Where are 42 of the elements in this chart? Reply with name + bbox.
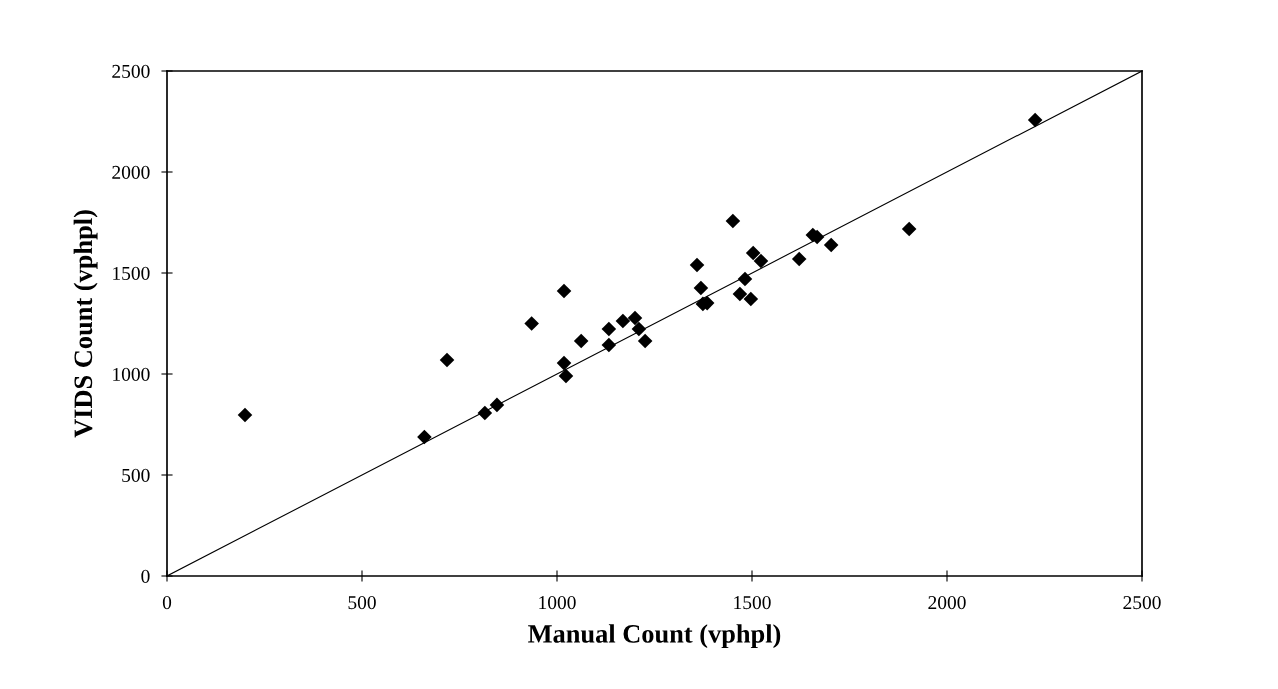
point <box>637 333 653 349</box>
point <box>237 407 253 423</box>
y-tick-label: 500 <box>122 468 150 482</box>
x-tick-label: 500 <box>348 596 376 610</box>
y-tick-label: 0 <box>141 569 150 583</box>
point <box>743 291 759 307</box>
point <box>417 429 432 445</box>
y-axis-title: VIDS Count (vphpl) <box>73 210 98 438</box>
point <box>627 310 643 326</box>
y-tick-label: 2500 <box>112 64 150 78</box>
x-tick-label: 0 <box>162 596 172 610</box>
point <box>693 280 709 296</box>
point <box>558 368 574 384</box>
point <box>737 271 753 287</box>
point <box>615 313 631 329</box>
x-tick-label: 1500 <box>734 596 771 610</box>
point <box>745 245 761 261</box>
point <box>753 253 769 269</box>
y-tick-label: 1500 <box>113 266 150 280</box>
point <box>524 316 539 331</box>
y-tick-label: 2000 <box>112 165 150 179</box>
point <box>1027 112 1043 128</box>
x-tick-label: 2500 <box>1123 596 1161 610</box>
point <box>601 321 617 337</box>
x-axis-title: Manual Count (vphpl) <box>528 624 781 649</box>
point <box>901 221 917 237</box>
point <box>791 251 807 267</box>
point <box>631 321 647 337</box>
x-tick-label: 1000 <box>539 596 576 610</box>
point <box>601 337 617 353</box>
point <box>556 283 572 299</box>
point <box>556 355 572 371</box>
y-tick-label: 1000 <box>113 367 150 381</box>
point <box>439 352 455 368</box>
point <box>823 237 839 253</box>
point <box>477 405 493 421</box>
point <box>689 257 705 273</box>
point <box>732 286 748 302</box>
point <box>489 397 505 413</box>
x-tick-label: 2000 <box>928 596 966 610</box>
point <box>725 213 741 229</box>
point <box>573 333 589 349</box>
